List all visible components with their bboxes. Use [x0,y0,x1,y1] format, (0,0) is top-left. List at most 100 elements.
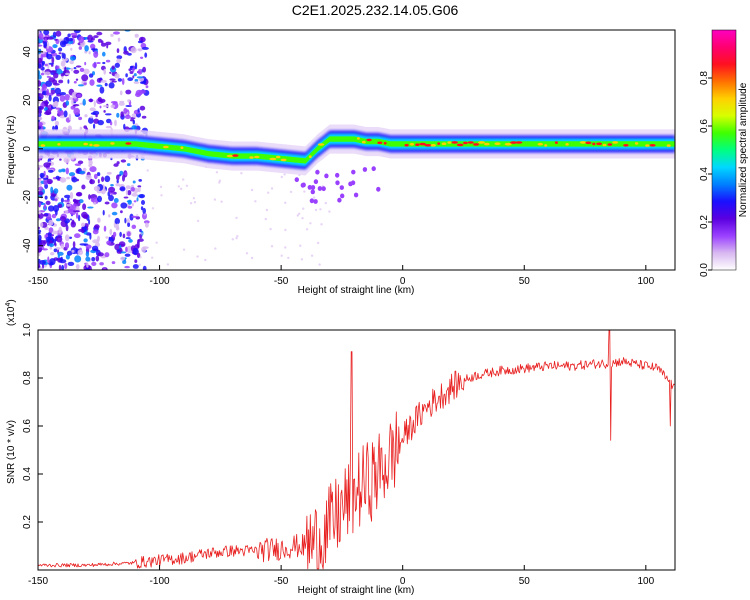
noise-cell [43,177,49,180]
ridge-peak [40,144,46,147]
noise-cell [136,241,140,248]
y-tick-label: -20 [22,190,33,205]
noise-cell [231,238,234,241]
noise-cell [48,205,55,212]
side-blob [321,186,326,192]
noise-cell [142,265,147,270]
noise-cell [97,252,104,257]
noise-cell [60,243,65,249]
x-tick-label: 100 [637,276,654,287]
noise-cell [51,56,55,64]
noise-cell [300,258,304,261]
y-tick-label: 20 [22,94,33,106]
snr-frame [37,329,676,571]
side-blob [310,185,316,190]
noise-cell [71,249,75,253]
noise-cell [42,248,48,251]
noise-cell [75,65,82,68]
noise-cell [88,117,94,124]
noise-cell [113,31,120,35]
ridge-peak [634,142,639,145]
noise-cell [102,51,106,57]
noise-cell [77,249,84,256]
noise-cell [71,219,75,225]
noise-cell [70,47,73,51]
noise-cell [110,184,114,187]
noise-cell [132,264,139,269]
noise-cell [93,123,96,129]
noise-cell [99,262,104,266]
noise-cell [108,214,111,218]
noise-cell [70,218,72,221]
side-blob [350,180,356,186]
noise-cell [52,205,60,212]
noise-cell [38,32,44,40]
x-tick-label: -100 [150,576,170,587]
colorbar: 0.0 0.2 0.4 0.6 0.8 Normalized spectral ampl… [699,29,749,277]
noise-cell [140,232,143,235]
snr-multiplier-base: (x10 [6,306,17,326]
side-blob [313,199,318,204]
noise-cell [55,175,60,180]
noise-cell [106,171,112,175]
snr-y-label: SNR (10 * v/v) [6,420,17,484]
svg-text:(x104): (x104) [5,299,17,326]
noise-cell [102,209,105,216]
noise-cell [55,30,62,37]
noise-cell [142,207,146,214]
side-blob [317,186,323,191]
noise-cell [128,68,132,72]
noise-cell [309,222,312,225]
noise-cell [117,78,122,82]
noise-cell [44,63,48,67]
noise-cell [106,240,112,245]
x-tick-label: 100 [637,576,654,587]
noise-cell [92,229,99,235]
noise-cell [67,79,70,84]
noise-cell [38,44,43,47]
noise-cell [64,94,71,101]
noise-cell [45,200,51,205]
noise-cell [55,107,61,110]
noise-cell [55,65,60,70]
noise-cell [88,98,94,103]
noise-cell [54,87,62,95]
noise-cell [125,105,132,107]
noise-cell [43,71,51,76]
noise-cell [89,79,95,86]
noise-cell [319,208,322,211]
noise-cell [89,166,97,173]
noise-cell [116,112,120,118]
x-tick-label: -50 [274,576,289,587]
noise-cell [114,62,121,68]
noise-cell [48,105,52,109]
noise-cell [109,71,112,74]
noise-cell [95,114,98,118]
noise-cell [314,208,318,212]
noise-cell [114,119,117,127]
noise-cell [38,263,41,268]
noise-cell [86,262,89,268]
noise-cell [85,244,92,249]
noise-cell [51,115,55,122]
noise-cell [124,114,131,119]
noise-cell [139,228,142,233]
noise-cell [160,194,163,197]
spectrogram-y-label: Frequency (Hz) [6,116,17,185]
noise-cell [59,158,62,161]
ridge-peak [510,141,517,144]
noise-cell [83,214,88,219]
noise-cell [58,52,62,55]
ridge-peak [666,144,671,147]
noise-cell [85,174,92,180]
noise-cell [318,263,321,266]
noise-cell [60,60,66,67]
noise-cell [137,108,140,113]
noise-cell [123,50,129,55]
noise-cell [49,243,54,248]
noise-cell [301,217,304,220]
ridge-peak [607,143,613,146]
side-blob [376,186,381,192]
ridge-peak [404,143,409,147]
noise-cell [68,236,73,239]
